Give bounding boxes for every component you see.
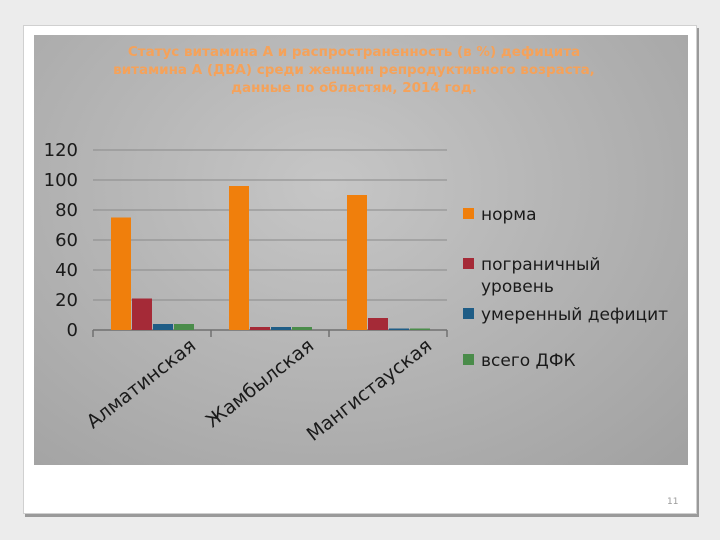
bar-1-3 [153,324,173,330]
y-tick-label: 120 [44,140,78,161]
chart-title-line-3: данные по областям, 2014 год. [231,80,477,96]
bar-2-2 [250,327,270,330]
chart-title: Статус витамина А и распространенность (… [44,43,664,97]
legend-swatch-1 [463,208,474,219]
legend-label-2: уровень [481,277,554,297]
chart-title-line-2: витамина А (ДВА) среди женщин репродукти… [113,62,595,78]
legend-label-2: пограничный [481,255,600,275]
legend-label-4: всего ДФК [481,351,576,371]
bar-1-1 [111,217,131,330]
legend-swatch-2 [463,258,474,269]
y-tick-label: 100 [44,170,78,191]
y-tick-label: 40 [55,260,78,281]
bar-3-1 [347,195,367,330]
x-category-label: Мангистауская [303,335,436,446]
bar-2-3 [271,327,291,330]
y-tick-label: 60 [55,230,78,251]
legend-label-3: умеренный дефицит [481,305,668,325]
bar-3-4 [410,328,430,330]
legend-swatch-3 [463,308,474,319]
y-tick-label: 0 [67,320,78,341]
bar-1-4 [174,324,194,330]
x-category-label: Жамбылская [202,335,318,433]
bar-2-1 [229,186,249,330]
bar-3-2 [368,318,388,330]
slide-number: 11 [667,497,679,507]
x-category-label: Алматинская [83,335,201,434]
legend-swatch-4 [463,354,474,365]
bar-2-4 [292,327,312,330]
bar-3-3 [389,328,409,330]
bar-1-2 [132,298,152,330]
y-tick-label: 20 [55,290,78,311]
legend-label-1: норма [481,205,537,225]
chart-title-line-1: Статус витамина А и распространенность (… [127,44,581,60]
y-tick-label: 80 [55,200,78,221]
